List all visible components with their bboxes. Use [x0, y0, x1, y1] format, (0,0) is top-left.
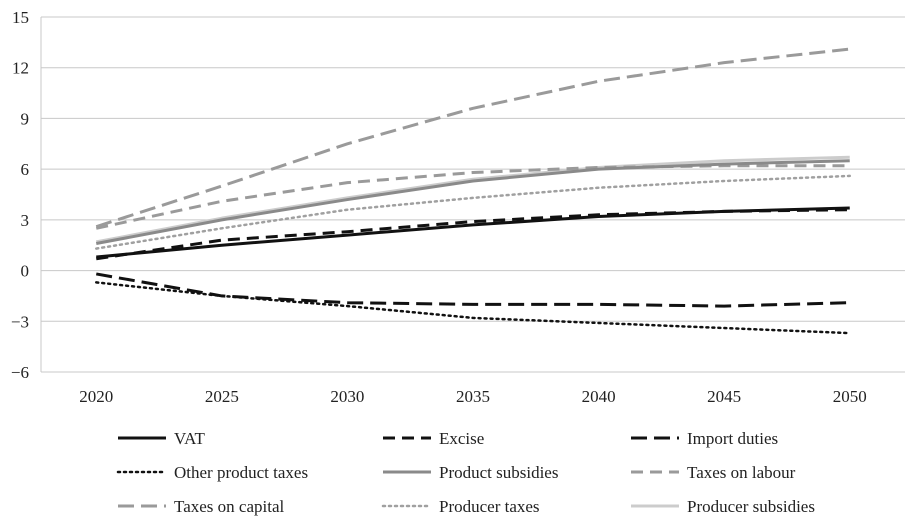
- series-line: [96, 208, 850, 261]
- series-line: [95, 47, 850, 229]
- legend-label: Import duties: [687, 429, 778, 448]
- series-line: [95, 272, 850, 308]
- legend-label: Excise: [439, 429, 484, 448]
- y-tick-label: 0: [21, 262, 30, 281]
- y-tick-label: −6: [11, 363, 29, 382]
- y-axis: −6 −3 0 3 6 9 12 15: [11, 8, 29, 382]
- x-tick-label: 2040: [582, 387, 616, 406]
- legend-label: Producer subsidies: [687, 497, 815, 516]
- legend-label: Taxes on capital: [174, 497, 284, 516]
- legend-label: Other product taxes: [174, 463, 308, 482]
- series-line: [96, 206, 850, 259]
- x-tick-label: 2030: [330, 387, 364, 406]
- grid-lines: [40, 16, 905, 373]
- series-line: [95, 164, 850, 230]
- y-tick-label: 12: [12, 59, 29, 78]
- series-line: [95, 159, 850, 245]
- x-tick-label: 2045: [707, 387, 741, 406]
- x-tick-label: 2025: [205, 387, 239, 406]
- x-tick-label: 2035: [456, 387, 490, 406]
- x-tick-label: 2020: [79, 387, 113, 406]
- y-tick-label: 3: [21, 211, 30, 230]
- legend-label: VAT: [174, 429, 205, 448]
- legend: VAT Excise Import duties Other product taxe…: [116, 429, 815, 516]
- x-tick-label: 2050: [833, 387, 867, 406]
- series-line: [95, 155, 850, 244]
- legend-label: Taxes on labour: [687, 463, 796, 482]
- legend-label: Product subsidies: [439, 463, 558, 482]
- legend-label: Producer taxes: [439, 497, 540, 516]
- x-axis: 2020 2025 2030 2035 2040 2045 2050: [79, 387, 866, 406]
- series-lines: [95, 47, 851, 335]
- y-tick-label: 9: [21, 109, 30, 128]
- y-tick-label: 6: [21, 160, 30, 179]
- series-line: [95, 174, 851, 250]
- y-tick-label: 15: [12, 8, 29, 27]
- series-line: [95, 281, 851, 335]
- y-tick-label: −3: [11, 312, 29, 331]
